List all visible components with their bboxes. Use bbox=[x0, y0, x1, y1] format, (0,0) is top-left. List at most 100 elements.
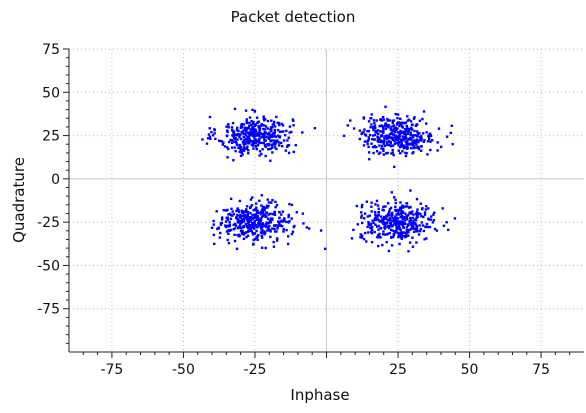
scatter-point bbox=[397, 142, 400, 145]
scatter-point bbox=[421, 117, 424, 121]
scatter-point bbox=[212, 233, 216, 237]
scatter-point bbox=[245, 208, 248, 211]
scatter-point bbox=[231, 134, 234, 137]
scatter-point bbox=[397, 209, 400, 212]
scatter-point bbox=[227, 126, 230, 129]
scatter-point bbox=[241, 220, 244, 223]
scatter-point bbox=[219, 231, 222, 235]
scatter-point bbox=[392, 119, 395, 122]
scatter-point bbox=[398, 242, 401, 246]
scatter-point bbox=[247, 131, 250, 135]
scatter-point bbox=[430, 215, 433, 218]
scatter-point bbox=[381, 139, 384, 143]
scatter-point bbox=[239, 223, 242, 226]
scatter-point bbox=[428, 132, 432, 135]
scatter-point bbox=[278, 135, 282, 139]
scatter-point bbox=[260, 136, 263, 139]
scatter-point bbox=[287, 215, 290, 219]
scatter-point bbox=[222, 208, 225, 212]
scatter-point bbox=[423, 238, 426, 241]
scatter-point bbox=[225, 129, 229, 132]
scatter-point bbox=[271, 227, 274, 230]
scatter-point bbox=[395, 128, 398, 132]
scatter-point bbox=[384, 122, 387, 125]
scatter-point bbox=[369, 223, 372, 227]
scatter-point bbox=[413, 133, 416, 137]
scatter-point bbox=[396, 116, 399, 120]
scatter-point bbox=[410, 138, 413, 142]
scatter-point bbox=[423, 211, 427, 214]
scatter-point bbox=[244, 134, 248, 137]
scatter-point bbox=[227, 229, 230, 232]
scatter-point bbox=[397, 131, 400, 134]
scatter-point bbox=[384, 223, 387, 226]
scatter-point bbox=[244, 216, 247, 219]
scatter-point bbox=[404, 232, 408, 236]
scatter-point bbox=[386, 134, 390, 138]
scatter-point bbox=[245, 121, 249, 125]
scatter-point bbox=[301, 212, 305, 215]
scatter-point bbox=[414, 219, 418, 222]
scatter-point bbox=[250, 204, 254, 207]
scatter-point bbox=[382, 129, 385, 132]
scatter-point bbox=[232, 227, 235, 231]
scatter-point bbox=[410, 223, 413, 226]
scatter-point bbox=[238, 221, 242, 224]
scatter-point bbox=[385, 152, 388, 155]
scatter-point bbox=[277, 121, 281, 125]
scatter-point bbox=[372, 221, 375, 225]
scatter-point bbox=[239, 133, 242, 136]
scatter-point bbox=[401, 210, 405, 214]
scatter-point bbox=[416, 208, 419, 211]
scatter-point bbox=[240, 151, 243, 154]
scatter-point bbox=[222, 141, 225, 144]
scatter-point bbox=[265, 222, 268, 226]
scatter-point bbox=[395, 227, 398, 230]
scatter-point bbox=[288, 219, 291, 223]
scatter-point bbox=[372, 151, 375, 155]
scatter-point bbox=[407, 129, 410, 133]
scatter-point bbox=[394, 222, 397, 226]
scatter-point bbox=[246, 210, 250, 214]
scatter-point bbox=[399, 140, 402, 143]
scatter-point bbox=[409, 131, 413, 134]
scatter-point bbox=[254, 141, 258, 145]
scatter-point bbox=[381, 219, 385, 223]
scatter-point bbox=[411, 210, 414, 213]
scatter-point bbox=[275, 230, 278, 233]
scatter-point bbox=[269, 221, 273, 224]
scatter-point bbox=[404, 133, 408, 136]
scatter-point bbox=[376, 235, 379, 239]
scatter-point bbox=[258, 211, 261, 215]
scatter-point bbox=[420, 221, 423, 224]
scatter-point bbox=[376, 233, 380, 237]
scatter-point bbox=[256, 209, 259, 212]
scatter-point bbox=[405, 231, 408, 234]
scatter-point bbox=[389, 145, 393, 148]
scatter-point bbox=[377, 152, 381, 155]
scatter-point bbox=[412, 219, 415, 223]
scatter-point bbox=[239, 216, 243, 219]
x-tick-label: -50 bbox=[172, 362, 195, 378]
scatter-point bbox=[394, 198, 397, 202]
scatter-point bbox=[375, 145, 378, 149]
scatter-point bbox=[397, 211, 400, 214]
scatter-point bbox=[226, 156, 229, 159]
scatter-point bbox=[264, 231, 267, 234]
scatter-point bbox=[288, 202, 291, 206]
scatter-point bbox=[382, 131, 385, 135]
scatter-point bbox=[453, 217, 457, 220]
scatter-point bbox=[405, 202, 408, 205]
scatter-point bbox=[258, 221, 261, 224]
scatter-point bbox=[295, 211, 298, 214]
scatter-point bbox=[367, 231, 370, 234]
scatter-point bbox=[243, 138, 246, 142]
scatter-point bbox=[254, 208, 257, 211]
scatter-point bbox=[388, 224, 391, 228]
scatter-point bbox=[390, 214, 393, 218]
scatter-point bbox=[276, 220, 280, 223]
scatter-point bbox=[224, 225, 228, 229]
scatter-point bbox=[257, 134, 261, 137]
scatter-point bbox=[422, 140, 425, 143]
scatter-point bbox=[406, 115, 409, 118]
